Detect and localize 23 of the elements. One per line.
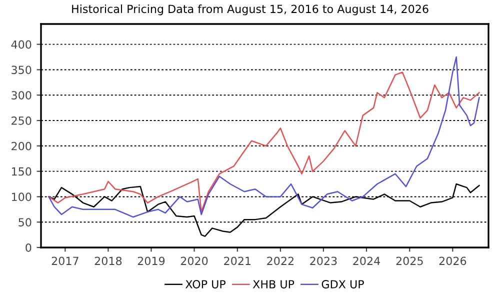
legend-label: XHB UP	[252, 280, 294, 288]
x-tick-label: 2025	[396, 256, 423, 266]
x-tick-label: 2021	[224, 256, 251, 266]
x-tick-label: 2023	[310, 256, 337, 266]
x-tick-label: 2024	[353, 256, 380, 266]
x-tick-label: 2020	[180, 256, 208, 266]
y-tick-label: 350	[12, 66, 32, 74]
x-tick-label: 2026	[439, 256, 466, 266]
chart-title: Historical Pricing Data from August 15, 2016 to August 14, 2026	[72, 4, 428, 16]
x-tick-label: 2017	[52, 256, 78, 266]
y-tick-label: 150	[12, 167, 32, 176]
x-tick-label: 2019	[138, 256, 165, 266]
legend-label: GDX UP	[322, 280, 364, 288]
y-tick-label: 50	[18, 218, 32, 226]
y-tick-label: 200	[12, 142, 32, 150]
y-tick-label: 250	[12, 116, 32, 125]
y-tick-label: 400	[11, 40, 32, 49]
legend-label: XOP UP	[186, 280, 226, 288]
x-tick-label: 2018	[94, 256, 122, 266]
y-tick-label: 300	[12, 91, 32, 100]
x-tick-label: 2022	[267, 256, 294, 266]
y-tick-label: 100	[12, 192, 32, 202]
y-tick-label: 0	[26, 243, 32, 252]
